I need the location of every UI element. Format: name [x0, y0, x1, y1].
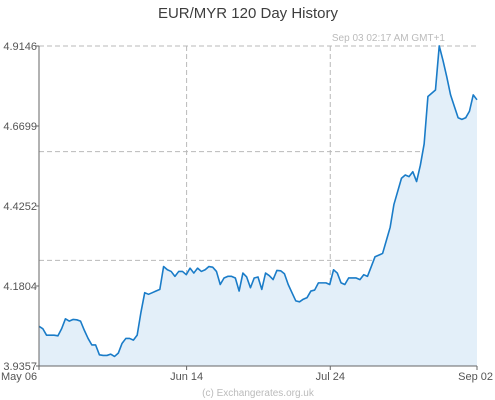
series-area [39, 45, 477, 367]
x-tick-label: May 06 [1, 371, 37, 383]
timestamp-label: Sep 03 02:17 AM GMT+1 [332, 33, 446, 44]
x-tick-label: Sep 02 [458, 371, 493, 383]
y-tick-label: 4.9146 [3, 41, 37, 53]
credit-label: (c) Exchangerates.org.uk [202, 388, 315, 399]
plot-area [38, 45, 478, 367]
axes [36, 45, 478, 370]
y-tick-label: 3.9357 [3, 361, 37, 373]
x-tick-label: Jul 24 [316, 371, 345, 383]
y-tick-label: 4.1804 [3, 281, 37, 293]
series-line [38, 45, 478, 358]
x-tick-label: Jun 14 [170, 371, 203, 383]
chart-title: EUR/MYR 120 Day History [158, 5, 339, 22]
y-tick-label: 4.4252 [3, 201, 37, 213]
y-tick-label: 4.6699 [3, 121, 37, 133]
